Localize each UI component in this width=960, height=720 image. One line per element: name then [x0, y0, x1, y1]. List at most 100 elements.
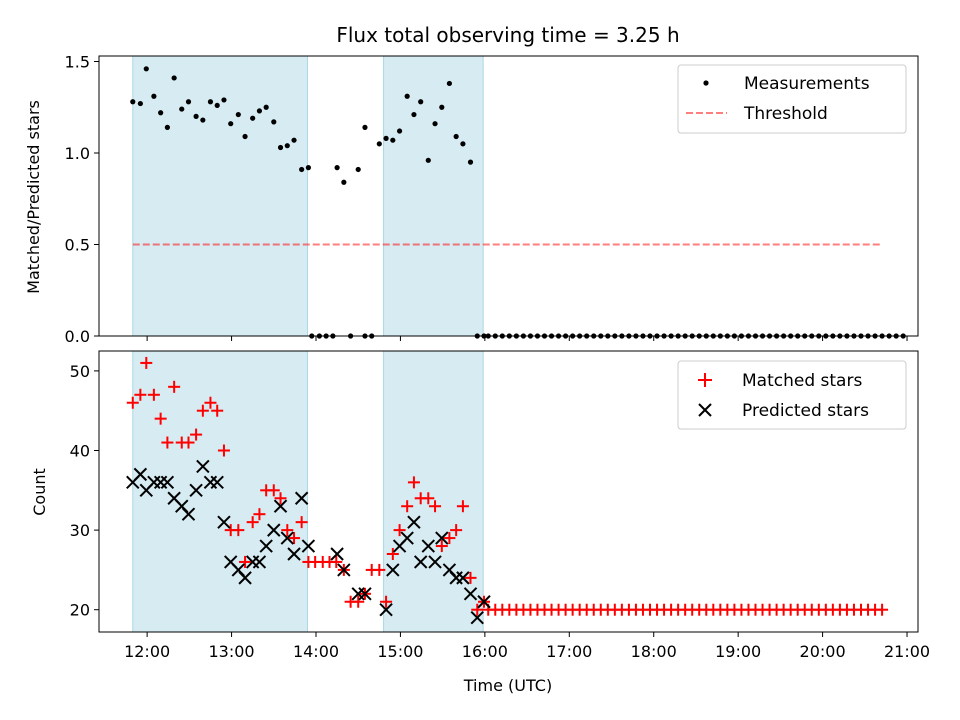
matched-star-point [140, 356, 153, 369]
matched-star-point [876, 603, 889, 616]
matched-star-point [126, 396, 139, 409]
matched-star-point [182, 436, 195, 449]
measurement-point [228, 121, 234, 127]
x-axis-label: Time (UTC) [463, 676, 552, 695]
measurement-point [263, 104, 269, 110]
predicted-star-point [470, 610, 484, 625]
matched-star-point [204, 396, 217, 409]
x-tick-label-6: 18:00 [631, 642, 677, 661]
predicted-star-point [407, 515, 421, 529]
x-tick-label-3: 15:00 [377, 642, 423, 661]
predicted-star-point [252, 555, 267, 569]
predicted-star-point [400, 531, 414, 545]
x-tick-label-2: 14:00 [293, 642, 339, 661]
measurement-point [362, 124, 368, 130]
measurement-point [404, 93, 410, 99]
matched-star-point [352, 595, 365, 608]
measurement-point [158, 110, 164, 116]
matched-star-point [443, 532, 456, 545]
top-shaded-spans [132, 55, 484, 337]
measurement-point [355, 166, 361, 173]
measurement-point [130, 99, 136, 105]
top-legend-box [677, 64, 907, 134]
predicted-star-point [287, 547, 301, 561]
matched-star-point [380, 595, 393, 608]
matched-star-point [295, 516, 308, 529]
y-tick-label-1: 30 [70, 521, 90, 540]
predicted-star-point [463, 587, 478, 601]
measurement-point [460, 141, 466, 147]
y-tick-label-0: 20 [70, 601, 90, 620]
legend-threshold-label: Threshold [743, 104, 828, 124]
bottom-y-axis-label: Count [30, 468, 49, 516]
measurement-point [418, 99, 424, 105]
bottom-axes-frame [98, 350, 919, 633]
matched-star-point [393, 524, 406, 537]
predicted-star-point [189, 483, 203, 498]
matched-star-point [464, 571, 477, 584]
legend-matched-label: Matched stars [742, 371, 862, 391]
predicted-star-point [421, 539, 435, 553]
predicted-star-point [210, 475, 224, 490]
shaded-span-0 [132, 350, 309, 633]
predicted-star-point [386, 563, 400, 577]
predicted-star-point [379, 603, 393, 617]
x-tick-label-1: 13:00 [209, 642, 255, 661]
bottom-x-ticks: 12:00 13:00 14:00 15:00 16:00 17:00 18:00 19:00… [124, 632, 930, 661]
measurement-point [214, 102, 220, 109]
measurement-point [411, 111, 417, 118]
matched-star-point [407, 476, 420, 489]
legend-predicted-label: Predicted stars [742, 401, 869, 421]
matched-star-point [190, 428, 203, 441]
y-tick-label-1: 0.5 [65, 235, 90, 254]
measurement-point [334, 165, 340, 171]
y-tick-label-0: 0.0 [65, 327, 90, 346]
shaded-span-0 [132, 55, 309, 337]
y-tick-label-2: 1.0 [65, 144, 90, 163]
y-tick-label-2: 40 [70, 442, 90, 461]
measurement-point [235, 111, 241, 118]
measurement-point [390, 137, 396, 143]
bottom-shaded-spans [132, 350, 484, 633]
measurement-point [383, 135, 389, 141]
predicted-star-point [330, 547, 344, 561]
measurement-point [305, 165, 311, 171]
predicted-star-point [435, 531, 449, 545]
predicted-star-point [477, 595, 491, 609]
x-tick-label-5: 17:00 [546, 642, 592, 661]
matched-star-point [211, 404, 224, 417]
y-tick-label-3: 1.5 [65, 52, 90, 71]
bottom-legend: Matched stars Predicted stars [677, 360, 907, 430]
predicted-star-point [280, 531, 294, 545]
measurement-point [425, 157, 431, 163]
x-tick-label-4: 16:00 [462, 642, 508, 661]
predicted-star-point [358, 587, 372, 601]
matched-star-point [450, 524, 463, 537]
matched-star-point [281, 524, 294, 537]
matched-star-point [373, 563, 386, 576]
predicted-star-point [428, 555, 442, 569]
top-legend: Measurements Threshold [677, 64, 907, 134]
measurement-point [453, 133, 459, 140]
matched-star-point [288, 532, 301, 545]
predicted-star-point [259, 539, 273, 553]
measurement-point [164, 124, 170, 130]
predicted-star-point [337, 563, 351, 577]
measurement-point [200, 117, 206, 123]
predicted-star-point [456, 571, 470, 585]
measurement-point [185, 99, 192, 105]
shaded-span-1 [383, 350, 484, 633]
predicted-star-point [238, 571, 252, 585]
predicted-star-point [413, 555, 428, 569]
matched-star-point [330, 555, 343, 568]
predicted-star-point [267, 523, 281, 537]
measurement-point [439, 104, 445, 110]
measurement-point [291, 137, 297, 143]
predicted-star-point [294, 491, 309, 505]
matched-star-point [161, 436, 174, 449]
measurement-point [432, 121, 438, 127]
top-axes-frame [98, 55, 919, 337]
x-tick-label-7: 19:00 [715, 642, 761, 661]
top-x-ticks [146, 336, 908, 341]
